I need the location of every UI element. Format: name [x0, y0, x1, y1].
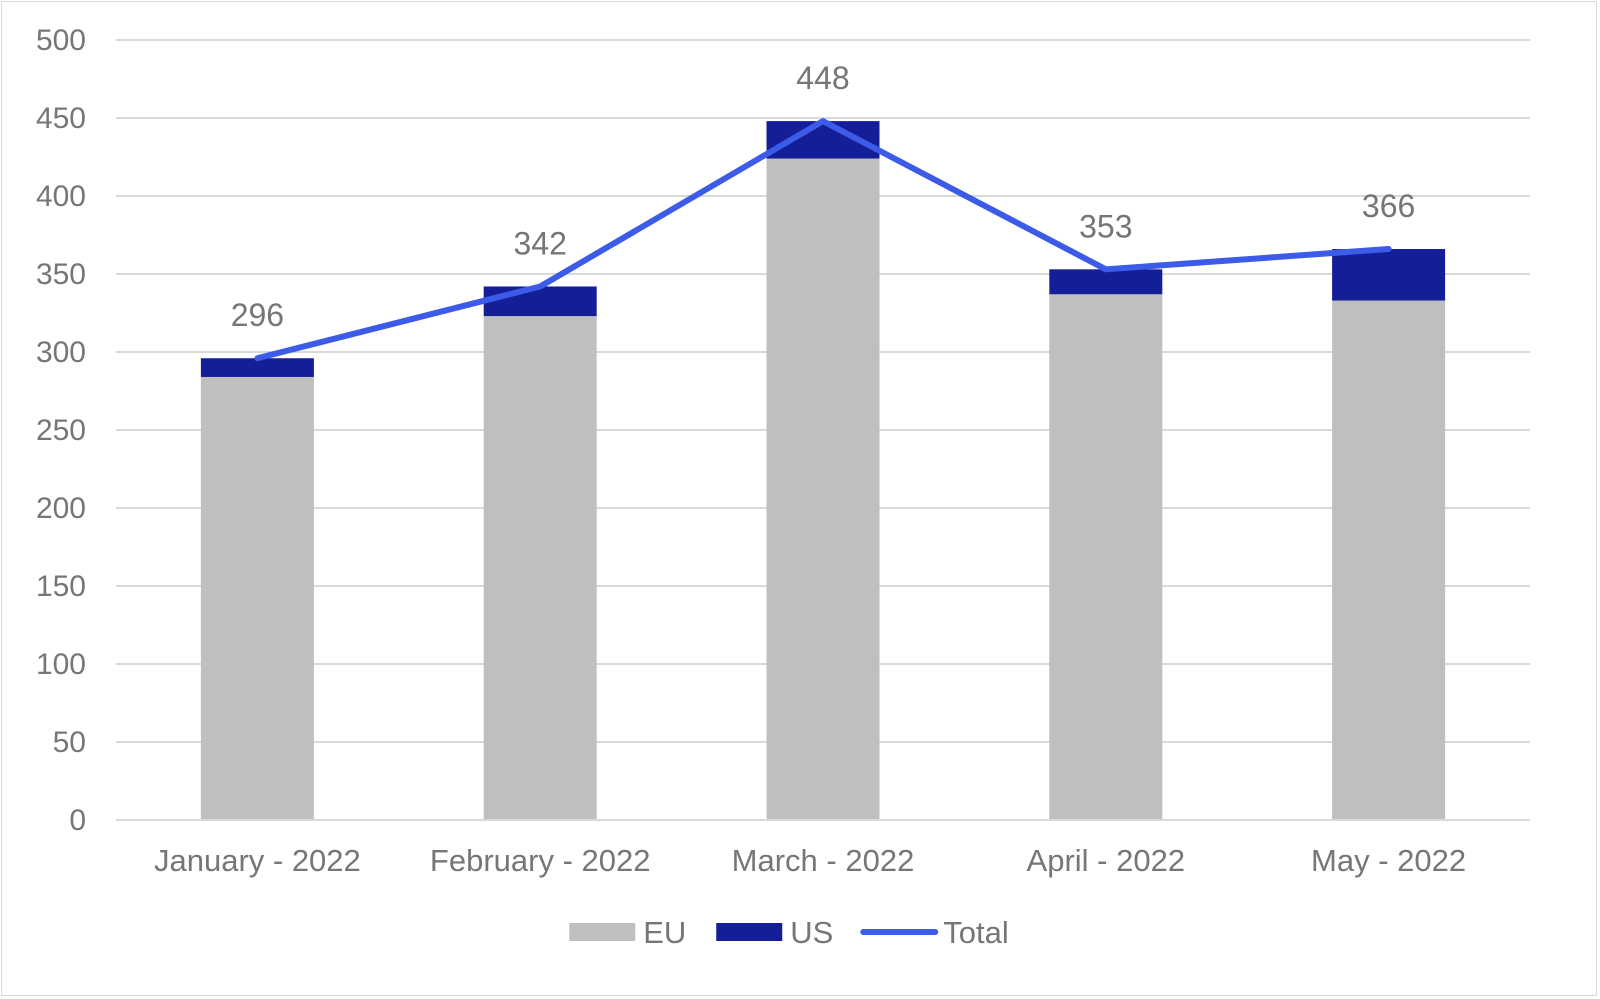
data-label: 366	[1362, 188, 1415, 224]
x-tick-label: May - 2022	[1311, 843, 1466, 878]
legend: EU US Total	[569, 915, 1009, 950]
y-tick-label: 300	[36, 336, 86, 369]
bar-eu	[1332, 300, 1446, 820]
legend-label-us: US	[790, 915, 833, 950]
bar-us	[483, 286, 597, 317]
legend-label-total: Total	[943, 915, 1008, 950]
legend-marker-eu	[569, 923, 636, 941]
data-label: 342	[514, 225, 567, 261]
bar-eu	[1049, 294, 1163, 820]
total-line	[254, 118, 1392, 362]
y-tick-label: 100	[36, 648, 86, 681]
y-tick-label: 50	[53, 726, 86, 759]
y-tick-label: 400	[36, 180, 86, 213]
legend-label-eu: EU	[643, 915, 686, 950]
bar-us	[1049, 269, 1163, 295]
bar-eu	[200, 376, 314, 820]
x-tick-label: January - 2022	[154, 843, 361, 878]
bar-us	[1332, 249, 1446, 301]
y-tick-label: 200	[36, 492, 86, 525]
y-tick-label: 0	[69, 804, 86, 837]
bar-eu	[483, 316, 597, 820]
data-label: 296	[231, 297, 284, 333]
x-tick-label: April - 2022	[1027, 843, 1186, 878]
y-axis-ticks: 0 50 100 150 200 250 300 350 400 450 500	[36, 24, 86, 837]
data-labels: 296 342 448 353 366	[231, 60, 1416, 333]
data-label: 448	[796, 60, 849, 96]
x-axis-labels: January - 2022 February - 2022 March - 202…	[154, 843, 1466, 878]
y-tick-label: 450	[36, 102, 86, 135]
x-tick-label: March - 2022	[732, 843, 915, 878]
bars	[200, 121, 1446, 820]
legend-marker-us	[716, 923, 783, 941]
x-tick-label: February - 2022	[430, 843, 651, 878]
y-tick-label: 350	[36, 258, 86, 291]
bar-us	[200, 358, 314, 377]
data-label: 353	[1079, 208, 1132, 244]
y-tick-label: 250	[36, 414, 86, 447]
y-tick-label: 150	[36, 570, 86, 603]
bar-eu	[766, 158, 880, 820]
y-tick-label: 500	[36, 24, 86, 57]
